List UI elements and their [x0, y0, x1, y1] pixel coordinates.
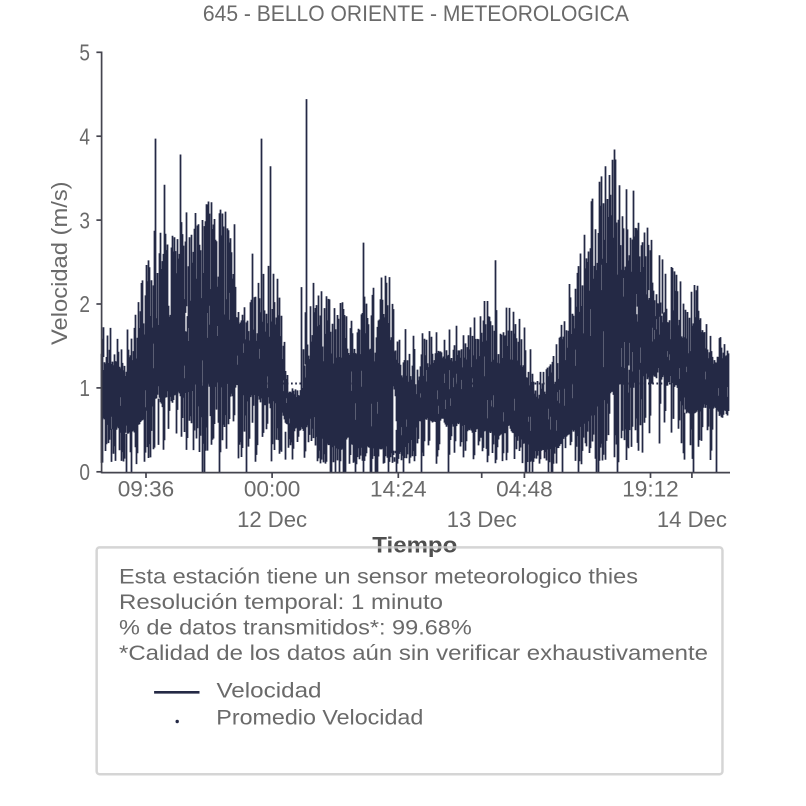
- svg-text:645 - BELLO ORIENTE - METEOROL: 645 - BELLO ORIENTE - METEOROLOGICA: [203, 1, 629, 26]
- svg-text:Esta estación tiene un sensor: Esta estación tiene un sensor meteorolog…: [119, 565, 638, 588]
- svg-text:5: 5: [79, 39, 90, 65]
- svg-text:09:36: 09:36: [118, 477, 175, 502]
- svg-text:04:48: 04:48: [496, 477, 553, 502]
- svg-text:00:00: 00:00: [244, 477, 301, 502]
- svg-text:Velocidad: Velocidad: [217, 680, 322, 703]
- svg-text:Tiempo: Tiempo: [372, 533, 457, 558]
- svg-text:1: 1: [79, 375, 90, 401]
- svg-text:12 Dec: 12 Dec: [237, 507, 307, 532]
- svg-text:14:24: 14:24: [370, 477, 427, 502]
- svg-text:3: 3: [79, 207, 90, 233]
- svg-text:2: 2: [79, 291, 90, 317]
- svg-text:14 Dec: 14 Dec: [657, 507, 727, 532]
- svg-text:Promedio Velocidad: Promedio Velocidad: [216, 706, 423, 729]
- svg-text:19:12: 19:12: [622, 477, 679, 502]
- svg-text:Velocidad (m/s): Velocidad (m/s): [47, 181, 72, 345]
- svg-text:% de datos transmitidos*: 99.6: % de datos transmitidos*: 99.68%: [119, 616, 472, 639]
- svg-text:4: 4: [79, 123, 90, 149]
- svg-text:Resolución temporal: 1 minuto: Resolución temporal: 1 minuto: [119, 591, 443, 614]
- svg-text:13 Dec: 13 Dec: [447, 507, 517, 532]
- svg-text:*Calidad de los datos aún sin: *Calidad de los datos aún sin verificar …: [119, 642, 708, 665]
- svg-text:0: 0: [79, 459, 90, 485]
